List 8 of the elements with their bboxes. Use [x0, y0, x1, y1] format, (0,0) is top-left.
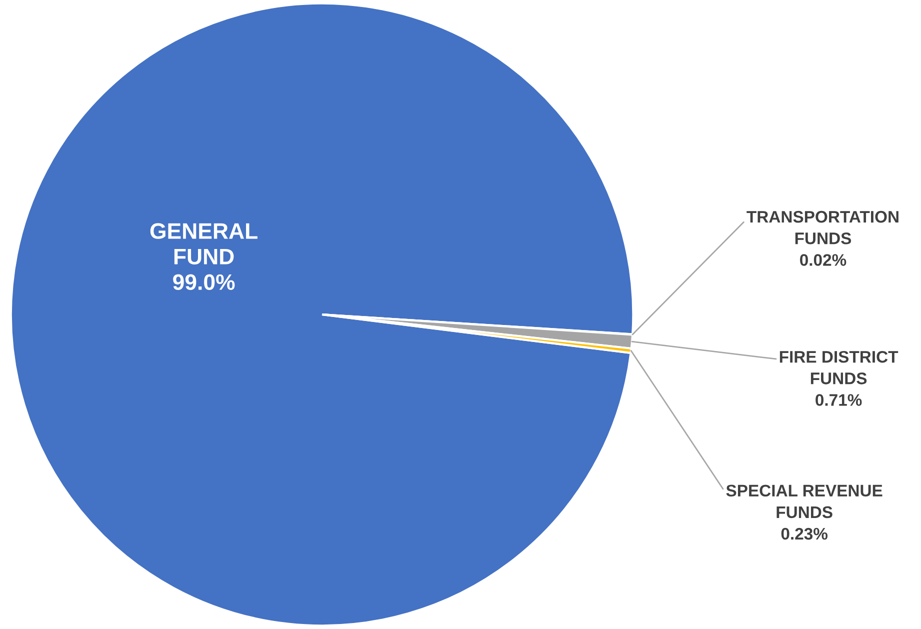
data-label: 0.71%	[816, 394, 862, 406]
slice-label: GENERAL FUND	[150, 223, 258, 264]
slice-label: SPECIAL REVENUE FUNDS	[726, 484, 882, 518]
data-label: 0.23%	[781, 528, 828, 540]
data-label: 0.02%	[800, 254, 846, 266]
data-label: 99.0%	[173, 274, 235, 290]
slice-label: TRANSPORTATION FUNDS	[746, 210, 898, 244]
slice-label: FIRE DISTRICT FUNDS	[780, 350, 898, 384]
